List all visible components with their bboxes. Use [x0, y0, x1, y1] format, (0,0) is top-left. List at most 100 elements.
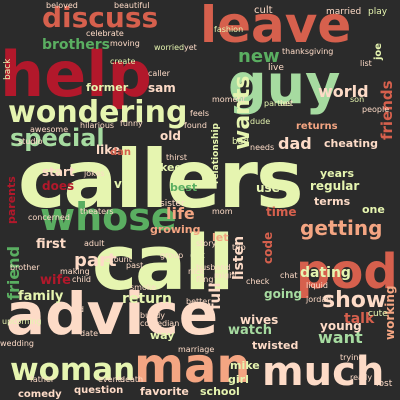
word: young — [320, 319, 362, 333]
word: want — [318, 328, 363, 347]
word: favorite — [140, 385, 189, 398]
word: years — [320, 167, 355, 180]
word: man — [134, 338, 251, 394]
word: beautiful — [114, 1, 150, 10]
word: events — [98, 375, 125, 384]
word: talk — [344, 311, 375, 327]
word: awesome — [30, 125, 69, 134]
word: regular — [310, 179, 360, 193]
word: mike — [230, 359, 260, 372]
word: time — [266, 205, 297, 219]
word: bet — [280, 99, 294, 108]
word: dating — [300, 265, 351, 281]
word: fashion — [214, 25, 244, 34]
word: wives — [240, 313, 279, 327]
word: code — [261, 231, 275, 264]
word: guy — [228, 53, 341, 116]
word: brother — [10, 263, 40, 272]
word: group — [160, 251, 184, 260]
word: concerned — [28, 213, 70, 222]
word: moving — [110, 39, 140, 48]
word: death — [120, 375, 144, 384]
word: discuss — [42, 1, 159, 34]
word: better — [186, 297, 211, 306]
word: father — [30, 375, 55, 384]
word: kid — [72, 305, 84, 314]
word: caller — [148, 69, 170, 78]
word: might — [214, 271, 238, 280]
word: pod — [296, 244, 398, 300]
word: marriage — [178, 345, 215, 354]
word: watch — [228, 323, 272, 338]
word: world — [318, 82, 369, 101]
word: parents — [5, 176, 18, 224]
word: comedy — [18, 389, 62, 400]
word: create — [110, 57, 136, 66]
word: got — [190, 251, 205, 261]
word: keep — [160, 161, 190, 174]
word: date — [80, 329, 99, 338]
word: first — [36, 237, 66, 252]
word: making — [60, 267, 90, 276]
word: people — [362, 105, 390, 114]
word: comedian — [140, 319, 180, 328]
word: return — [122, 291, 172, 307]
word: trip — [232, 243, 246, 252]
word: former — [86, 81, 129, 94]
word: whose — [40, 195, 177, 239]
word: dan — [110, 147, 132, 158]
word: school — [200, 385, 240, 398]
word: needs — [250, 143, 275, 152]
word: returns — [296, 121, 338, 132]
word: start — [42, 165, 75, 179]
word: married — [326, 7, 362, 17]
word: hilarious — [80, 121, 115, 130]
word: nick — [188, 267, 205, 276]
word: play — [368, 7, 388, 17]
word: part — [74, 250, 117, 271]
word: special — [10, 124, 105, 152]
word: use — [256, 181, 280, 195]
word: smoke — [130, 283, 157, 292]
word: sister — [160, 199, 185, 209]
word: thirst — [166, 153, 188, 162]
word: thanksgiving — [282, 47, 334, 56]
word: relationship — [211, 123, 221, 184]
word: girl — [228, 373, 249, 386]
word: way — [150, 329, 175, 342]
word: woman — [10, 352, 136, 388]
word: worried — [154, 43, 185, 52]
word: getting — [300, 216, 383, 240]
word: help — [0, 38, 152, 111]
word: cheating — [324, 137, 378, 150]
word: best — [170, 181, 198, 194]
word: funny — [120, 119, 143, 128]
word: buddy — [140, 311, 166, 320]
word: wondering — [8, 95, 188, 130]
word: terms — [314, 195, 351, 208]
word: list — [360, 59, 372, 68]
word: trying — [340, 353, 364, 362]
word: upcoming — [2, 317, 42, 326]
word: one — [362, 203, 385, 216]
word: lost — [376, 379, 393, 389]
word: parties — [264, 99, 292, 108]
word: advice — [6, 280, 219, 348]
word: live — [268, 63, 284, 73]
word: going — [264, 287, 303, 301]
word: child — [72, 275, 91, 284]
word: account — [100, 255, 132, 264]
word: beloved — [46, 1, 78, 10]
word: joe — [373, 42, 384, 60]
word: cult — [254, 5, 273, 16]
word: dude — [250, 117, 271, 126]
word: bad — [232, 137, 249, 147]
word: jokes — [84, 169, 105, 178]
word: life — [166, 204, 195, 223]
word: vol — [114, 177, 135, 191]
word: husband — [196, 263, 231, 272]
word: mom — [212, 207, 233, 216]
word: new — [238, 46, 280, 67]
word: yet — [184, 43, 197, 52]
